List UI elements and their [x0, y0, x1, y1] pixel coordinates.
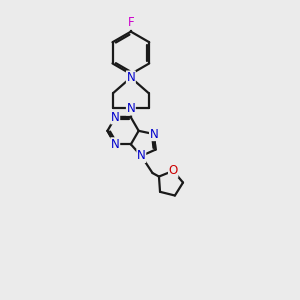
Text: N: N	[111, 111, 120, 124]
Text: F: F	[128, 16, 134, 29]
Text: N: N	[127, 102, 135, 115]
Text: N: N	[127, 71, 135, 84]
Text: O: O	[169, 164, 178, 177]
Text: N: N	[150, 128, 158, 141]
Text: N: N	[111, 138, 120, 151]
Text: N: N	[137, 149, 146, 162]
